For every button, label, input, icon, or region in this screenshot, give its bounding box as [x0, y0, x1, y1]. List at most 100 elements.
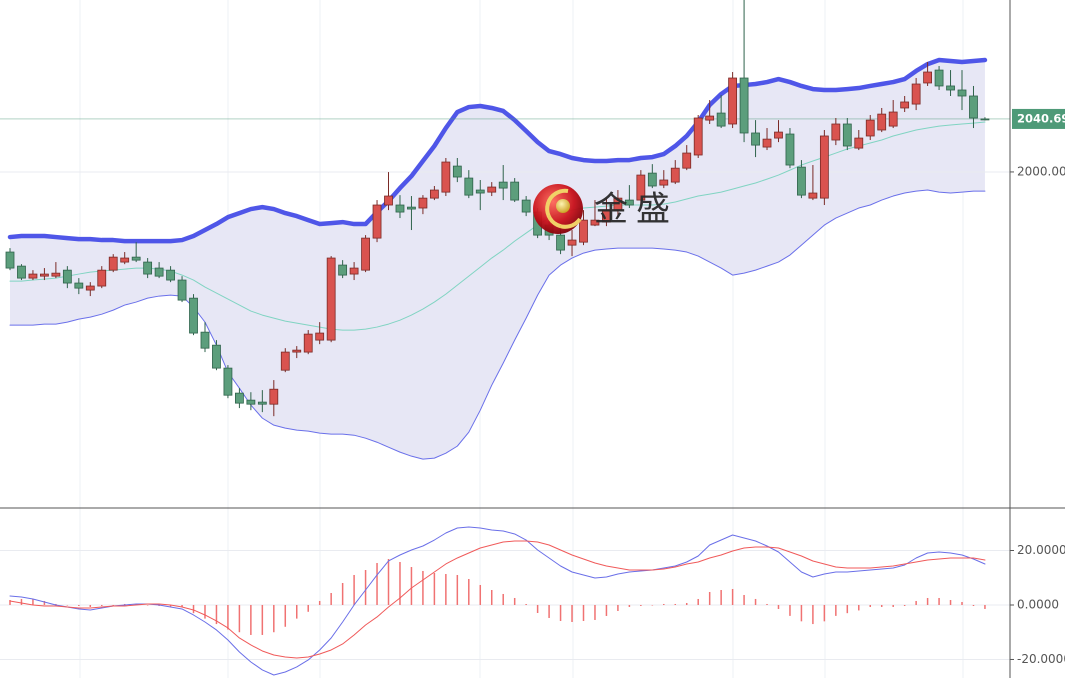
candle-body: [647, 172, 657, 187]
candle-body: [361, 237, 370, 271]
candle-body: [716, 112, 726, 127]
candle-body: [441, 161, 451, 193]
histogram-bar: [284, 604, 287, 627]
histogram-bar: [640, 604, 642, 606]
histogram-bar: [422, 570, 424, 605]
candle-body: [865, 119, 875, 137]
candle-body: [705, 115, 715, 121]
candle-body: [154, 267, 164, 277]
candle-body: [189, 297, 198, 334]
histogram-bar: [192, 604, 195, 614]
histogram-bar: [273, 604, 275, 633]
candle-body: [303, 333, 313, 353]
candle-body: [957, 89, 967, 97]
histogram-bar: [353, 574, 355, 605]
histogram-bar: [215, 604, 218, 625]
histogram-bar: [89, 604, 92, 607]
candle-body: [338, 264, 348, 276]
candle-body: [636, 174, 646, 201]
histogram-bar: [364, 570, 367, 605]
histogram-bar: [502, 593, 504, 605]
histogram-bar: [43, 600, 46, 605]
histogram-bar: [146, 604, 149, 606]
histogram-bar: [123, 603, 126, 605]
watermark-text: 金盛: [594, 190, 678, 230]
candle-body: [280, 351, 290, 371]
candle-body: [418, 197, 428, 209]
candle-body: [980, 118, 990, 121]
candle-body: [429, 189, 439, 199]
candle-body: [900, 101, 910, 109]
histogram-bar: [227, 604, 229, 630]
histogram-bar: [766, 603, 768, 605]
candle-body: [808, 192, 818, 199]
histogram-bar: [903, 604, 906, 606]
candle-body: [819, 135, 829, 199]
candle-body: [28, 273, 38, 279]
candle-body: [969, 95, 978, 119]
candle-body: [234, 392, 244, 404]
histogram-bar: [961, 601, 963, 605]
candle-body: [510, 181, 520, 201]
last-price-label: 2040.69: [1017, 111, 1065, 125]
histogram-bar: [926, 597, 929, 605]
histogram-bar: [399, 561, 401, 605]
candle-body: [831, 123, 841, 141]
histogram-bar: [789, 604, 791, 616]
histogram-bar: [674, 603, 677, 605]
histogram-bar: [20, 598, 23, 605]
histogram-bar: [984, 604, 986, 609]
histogram-bar: [685, 602, 688, 605]
candle-body: [97, 269, 107, 287]
histogram-bar: [777, 604, 780, 609]
histogram-bar: [708, 591, 711, 605]
histogram-bar: [869, 604, 871, 608]
candle-body: [556, 234, 565, 251]
histogram-bar: [880, 604, 883, 607]
histogram-bar: [663, 603, 665, 605]
histogram-bar: [376, 563, 378, 605]
candle-body: [62, 269, 72, 284]
histogram-bar: [800, 604, 803, 622]
histogram-bar: [812, 604, 814, 625]
candle-body: [487, 186, 497, 193]
candle-body: [934, 69, 944, 87]
histogram-bar: [972, 604, 975, 606]
y-tick-label: -20.0000: [1017, 652, 1065, 666]
histogram-bar: [582, 604, 585, 621]
candle-body: [120, 257, 130, 263]
candle-body: [349, 267, 359, 275]
candle-body: [246, 399, 256, 405]
histogram-bar: [823, 604, 826, 622]
histogram-bar: [513, 597, 516, 605]
histogram-bar: [490, 590, 493, 605]
histogram-bar: [846, 604, 849, 614]
histogram-bar: [651, 604, 654, 606]
histogram-bar: [754, 598, 757, 605]
candle-body: [670, 167, 680, 183]
candle-body: [395, 204, 405, 213]
candle-body: [659, 179, 669, 186]
histogram-bar: [536, 604, 539, 613]
histogram-bar: [456, 574, 459, 605]
histogram-bar: [32, 598, 34, 605]
histogram-bar: [938, 597, 940, 605]
candle-body: [521, 199, 531, 213]
candle-body: [567, 239, 577, 246]
histogram-bar: [318, 600, 321, 605]
candle-body: [464, 177, 474, 196]
histogram-bar: [479, 584, 482, 605]
candle-body: [579, 219, 588, 243]
candle-body: [407, 206, 416, 210]
candle-body: [85, 285, 95, 291]
histogram-bar: [892, 604, 894, 607]
candle-body: [74, 282, 84, 289]
histogram-bar: [135, 603, 137, 605]
logo-dot: [556, 199, 570, 213]
histogram-bar: [548, 604, 550, 618]
candle-body: [751, 132, 760, 146]
candle-body: [131, 256, 141, 261]
candle-body: [739, 77, 749, 134]
histogram-bar: [594, 604, 596, 620]
